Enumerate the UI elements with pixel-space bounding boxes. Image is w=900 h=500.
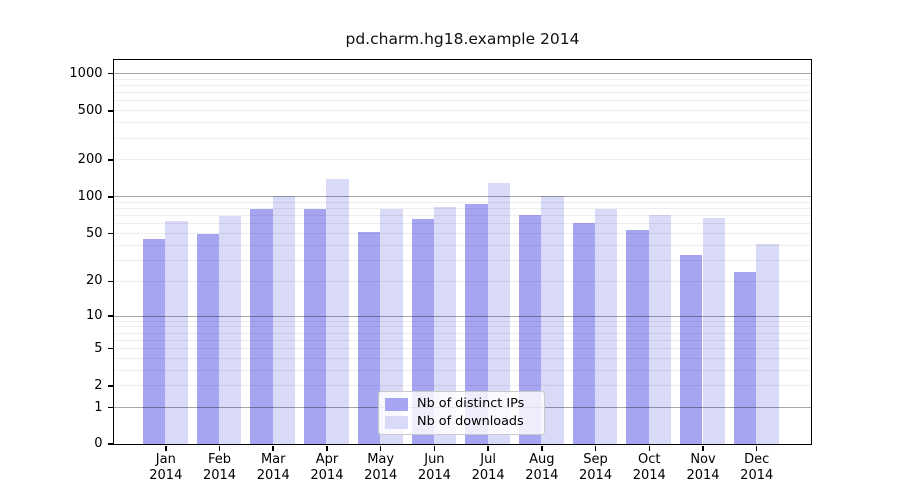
x-tick-label: Sep 2014 [579,452,613,483]
bar-ips-4 [357,231,381,444]
bar-downloads-3 [326,178,349,444]
y-tick-mark [107,72,114,75]
bar-downloads-11 [756,244,779,444]
minor-gridline [114,92,811,94]
bar-downloads-8 [595,208,618,444]
y-tick-label: 1 [94,399,103,415]
y-tick-label: 200 [77,151,103,167]
bar-downloads-9 [648,215,672,444]
x-tick-label: Jun 2014 [417,452,451,483]
x-tick-label: Mar 2014 [256,452,290,483]
bar-ips-9 [626,229,649,444]
bar-ips-7 [518,215,542,444]
x-tick-label: Jul 2014 [471,452,505,483]
y-tick-mark [107,443,114,445]
x-tick-label: Jan 2014 [149,452,183,483]
x-tick-mark [218,445,221,451]
minor-gridline [114,137,811,139]
legend: Nb of distinct IPs Nb of downloads [378,391,545,435]
y-tick-label: 0 [94,436,103,451]
x-tick-label: May 2014 [364,452,398,483]
x-tick-label: Oct 2014 [632,452,666,483]
y-tick-label: 2 [94,377,103,393]
minor-gridline [114,122,811,124]
minor-gridline [114,208,811,210]
bar-ips-8 [572,223,596,444]
x-tick-mark [487,445,489,451]
x-tick-mark [272,445,274,451]
y-tick-mark [107,385,114,387]
x-tick-mark [541,445,543,451]
bar-ips-5 [411,218,434,444]
legend-label: Nb of distinct IPs [417,396,525,411]
bar-ips-2 [250,208,273,444]
x-tick-mark [755,445,758,451]
x-tick-mark [648,445,651,451]
minor-gridline [114,78,811,80]
plot-area [113,59,812,445]
bar-ips-11 [733,271,757,444]
y-tick-label: 50 [85,225,103,241]
distinct-ips-swatch-icon [385,397,408,411]
x-tick-mark [433,445,436,451]
y-tick-mark [107,280,114,283]
bar-downloads-1 [219,215,242,444]
bar-downloads-0 [165,220,188,444]
bar-ips-10 [680,255,703,444]
legend-item-downloads: Nb of downloads [385,415,538,429]
minor-gridline [114,201,811,203]
y-tick-label: 5 [94,340,103,356]
y-tick-label: 500 [77,102,103,118]
y-tick-mark [107,196,114,198]
legend-label: Nb of downloads [417,414,524,429]
y-tick-label: 20 [85,273,103,289]
x-tick-label: Nov 2014 [686,452,720,483]
minor-gridline [114,85,811,87]
bar-ips-6 [465,204,488,444]
minor-gridline [114,100,811,102]
y-tick-mark [107,110,114,112]
x-tick-mark [165,445,167,451]
y-tick-mark [107,347,114,350]
chart-title: pd.charm.hg18.example 2014 [345,30,580,48]
x-tick-mark [326,445,328,451]
downloads-swatch-icon [385,415,408,429]
bar-downloads-2 [272,196,296,444]
major-gridline [114,73,811,75]
major-gridline [114,196,811,198]
bar-ips-0 [142,239,166,444]
y-tick-mark [107,159,114,161]
bar-downloads-6 [487,182,510,444]
x-tick-label: Feb 2014 [202,452,237,483]
x-tick-label: Apr 2014 [310,452,344,483]
y-tick-mark [107,406,114,409]
x-tick-mark [379,445,382,451]
bar-downloads-7 [541,196,564,444]
bar-ips-1 [196,233,219,444]
minor-gridline [114,110,811,112]
y-tick-mark [107,315,114,317]
y-tick-mark [107,232,114,235]
minor-gridline [114,159,811,161]
y-tick-label: 1000 [69,65,103,81]
x-tick-mark [594,445,597,451]
bar-ips-3 [304,208,327,444]
legend-item-distinct-ips: Nb of distinct IPs [385,397,538,411]
y-tick-label: 10 [85,308,103,324]
x-tick-label: Aug 2014 [525,452,559,483]
bar-downloads-5 [433,207,457,444]
x-tick-label: Dec 2014 [740,452,774,483]
bar-downloads-10 [702,218,725,444]
y-tick-label: 100 [77,188,103,204]
bar-downloads-4 [380,209,403,444]
x-tick-mark [702,445,704,451]
